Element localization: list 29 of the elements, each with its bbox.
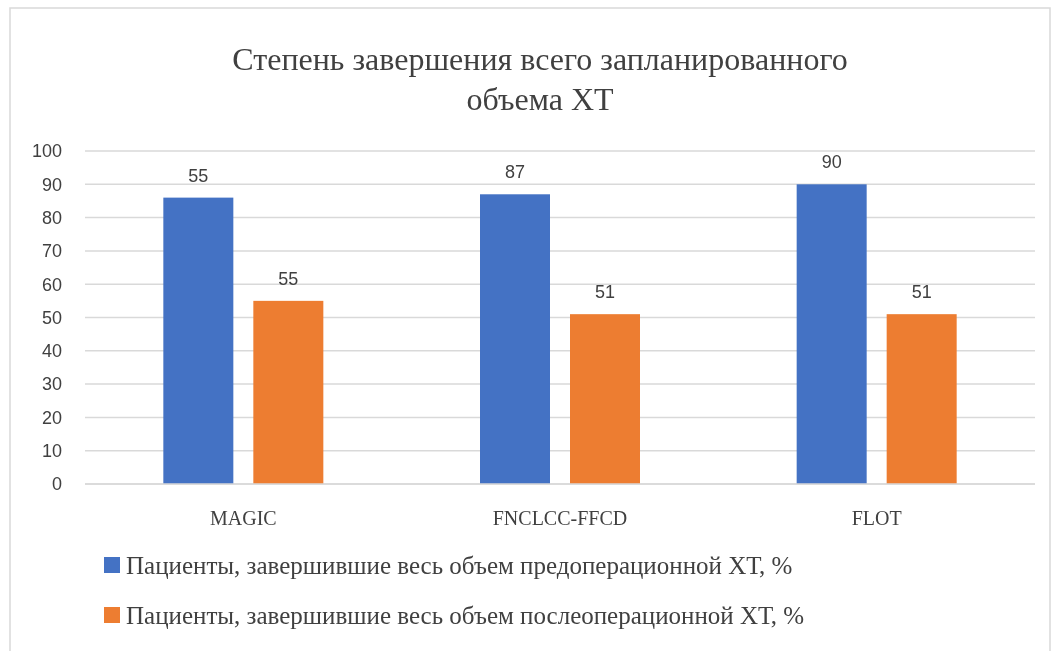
data-label: 87 [504,162,526,183]
y-tick-label: 30 [41,374,62,395]
legend-label: Пациенты, завершившие весь объем предоперационной ХТ, % [126,551,793,579]
legend-label: Пациенты, завершившие весь объем послеоперационной ХТ, % [126,601,805,629]
x-tick-label: FNCLCC-FFCD [492,507,628,529]
bar [253,300,324,484]
chart-title: Степень завершения всего запланированного объема ХТ [232,41,848,117]
bar [886,314,957,484]
y-tick-label: 10 [41,441,62,461]
y-tick-label: 40 [41,341,62,362]
bar [163,197,234,484]
y-tick-label: 60 [41,274,62,295]
y-tick-label: 90 [41,174,62,195]
y-tick-label: 80 [41,207,62,228]
y-tick-label: 70 [41,241,62,262]
data-label: 90 [821,152,842,173]
x-tick-label: MAGIC [210,507,277,529]
data-label: 55 [278,268,299,289]
y-tick-label: 100 [31,141,62,162]
data-label: 51 [911,282,932,303]
annotation: 55 [188,165,209,186]
y-tick-label: 20 [41,407,62,428]
bar [796,184,867,484]
bar [570,314,640,484]
y-tick-label: 50 [41,307,62,328]
x-tick-label: FLOT [851,507,902,529]
y-tick-label: 0 [51,474,62,495]
data-label: 51 [594,282,616,303]
bar [480,194,550,484]
